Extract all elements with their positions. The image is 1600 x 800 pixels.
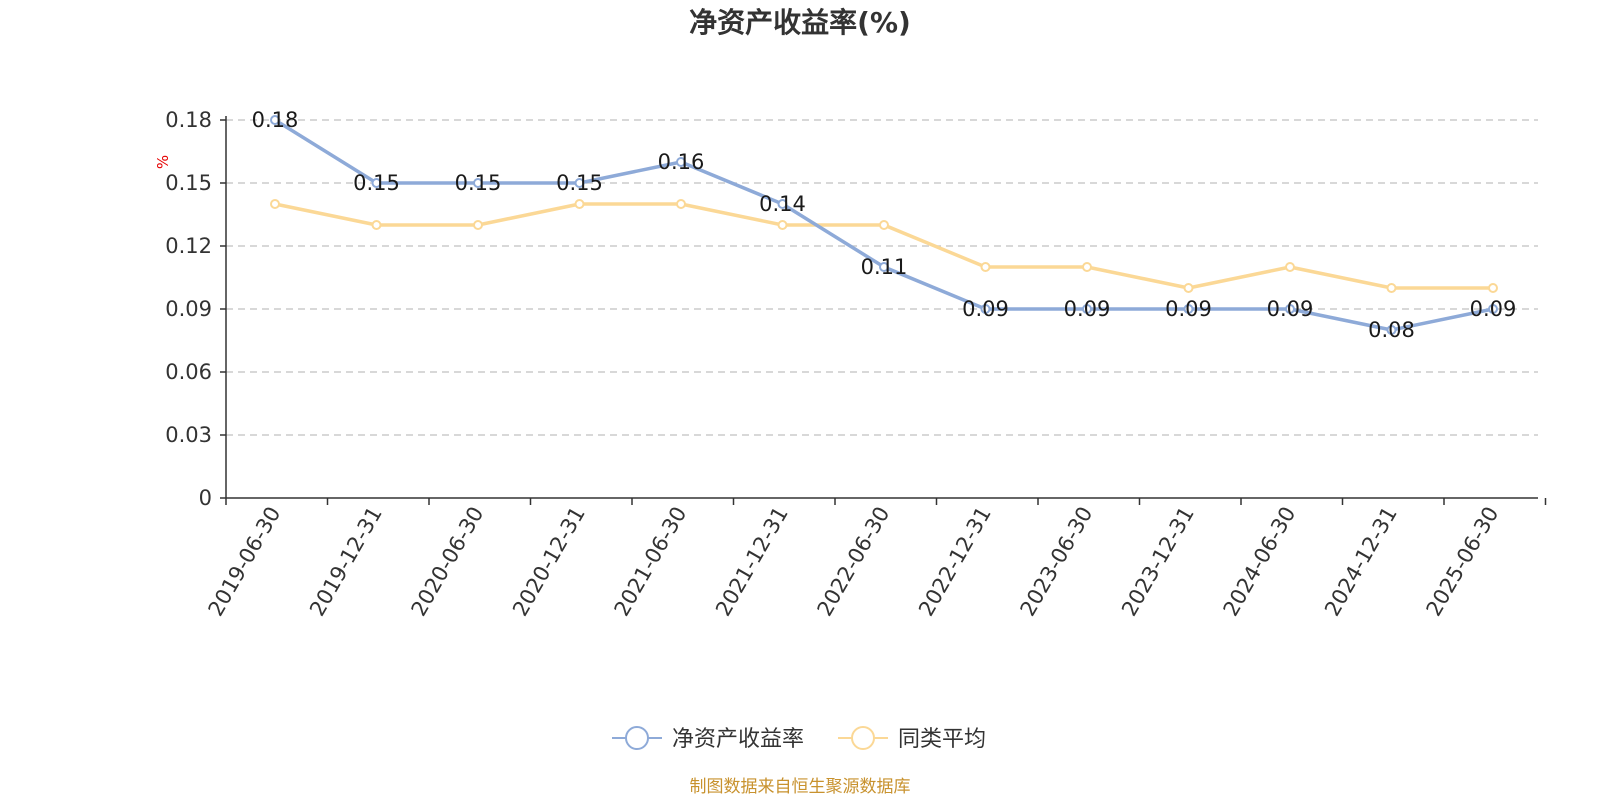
data-label: 0.09 [1064,297,1111,321]
data-label: 0.09 [1267,297,1314,321]
legend-item-0[interactable]: 净资产收益率 [612,726,804,752]
legend[interactable]: 净资产收益率 同类平均 [612,726,986,752]
source-note: 制图数据来自恒生聚源数据库 [690,777,911,797]
legend-label: 同类平均 [898,727,986,752]
y-tick-label: 0 [199,486,212,510]
y-tick-label: 0.09 [165,297,212,321]
data-point-0[interactable] [777,199,788,209]
x-tick-label: 2019-06-30 [204,503,286,621]
y-tick-label: 0.03 [165,423,212,447]
y-tick-label: 0.15 [165,171,212,195]
data-point-1[interactable] [1183,283,1194,293]
data-point-0[interactable] [676,157,686,167]
data-point-1[interactable] [1082,262,1092,272]
data-label: 0.15 [556,171,603,195]
x-tick-label: 2020-06-30 [407,503,489,621]
data-label: 0.11 [861,255,908,279]
data-label: 0.15 [353,171,400,195]
legend-label: 净资产收益率 [672,727,804,752]
y-tick-label: 0.12 [165,234,212,258]
data-point-1[interactable] [473,220,483,230]
chart-title: 净资产收益率(%) [689,6,911,39]
data-label: 0.18 [252,108,299,132]
data-label: 0.09 [1470,297,1517,321]
data-label: 0.15 [455,171,502,195]
data-label: 0.16 [658,150,705,174]
data-point-0[interactable] [1082,304,1092,314]
data-point-0[interactable] [980,304,991,314]
data-point-0[interactable] [1386,325,1397,335]
data-label: 0.08 [1368,318,1415,342]
data-label: 0.14 [759,192,806,216]
data-point-1[interactable] [980,262,991,272]
x-tick-label: 2022-06-30 [813,503,895,621]
data-label: 0.09 [962,297,1009,321]
data-point-0[interactable] [270,115,280,125]
data-point-1[interactable] [777,220,788,230]
x-tick-label: 2019-12-31 [305,503,387,621]
data-point-0[interactable] [1183,304,1194,314]
legend-marker [625,726,649,750]
data-point-1[interactable] [1386,283,1397,293]
data-point-0[interactable] [1488,304,1498,314]
x-tick-label: 2025-06-30 [1422,503,1504,621]
data-label: 0.09 [1165,297,1212,321]
data-point-0[interactable] [1285,304,1295,314]
data-point-1[interactable] [879,220,889,230]
data-point-1[interactable] [574,199,585,209]
x-tick-label: 2024-06-30 [1219,503,1301,621]
data-point-1[interactable] [676,199,686,209]
x-tick-label: 2020-12-31 [508,503,590,621]
y-axis-ticks: 0 0.03 0.06 0.09 0.12 0.15 0.18 [165,108,226,510]
axes [225,116,1538,499]
data-point-0[interactable] [574,178,585,188]
data-point-0[interactable] [473,178,483,188]
x-tick-label: 2023-06-30 [1016,503,1098,621]
data-point-0[interactable] [879,262,889,272]
x-tick-label: 2024-12-31 [1320,503,1402,621]
legend-item-1[interactable]: 同类平均 [838,726,986,752]
series-group [270,115,1498,335]
data-point-0[interactable] [371,178,382,188]
data-point-1[interactable] [1285,262,1295,272]
data-point-1[interactable] [1488,283,1498,293]
y-tick-label: 0.06 [165,360,212,384]
x-tick-label: 2023-12-31 [1117,503,1199,621]
x-axis-ticks: 2019-06-30 2019-12-31 2020-06-30 2020-12-31… [204,498,1547,621]
x-tick-label: 2021-12-31 [711,503,793,621]
data-point-1[interactable] [371,220,382,230]
data-point-1[interactable] [270,199,280,209]
data-labels: 0.18 0.15 0.15 0.15 0.16 0.14 0.11 0.09 0.09 0.09… [252,108,1517,342]
y-axis-unit: % [154,155,172,169]
gridlines [226,119,1538,436]
y-tick-label: 0.18 [165,108,212,132]
x-tick-label: 2021-06-30 [610,503,692,621]
legend-marker [851,726,875,750]
x-tick-label: 2022-12-31 [914,503,996,621]
